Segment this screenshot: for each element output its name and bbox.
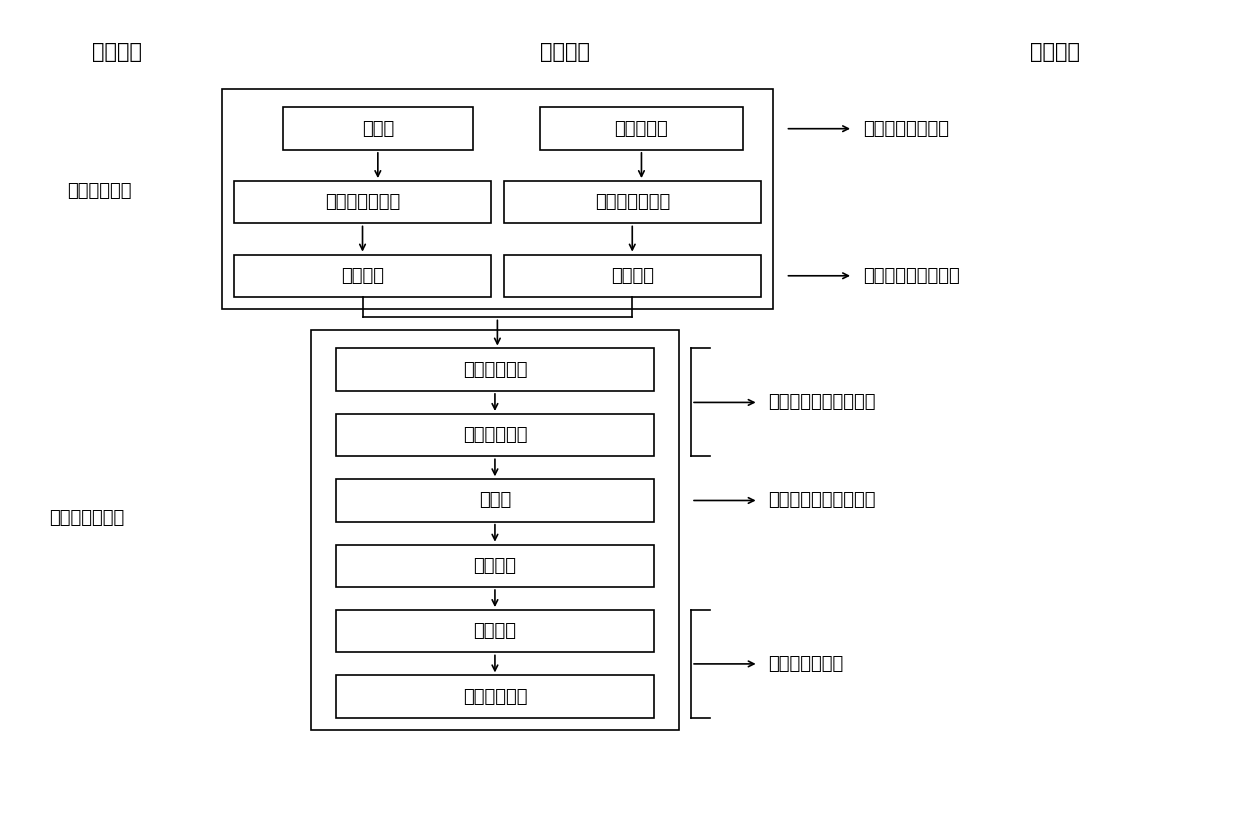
- Bar: [503, 181, 761, 224]
- Bar: [311, 330, 678, 730]
- Bar: [283, 107, 472, 150]
- Text: 发射台上及内部: 发射台上及内部: [50, 509, 124, 527]
- Text: 在尾段大梁绑扎固定: 在尾段大梁绑扎固定: [863, 267, 960, 285]
- Text: 固定在发射台支撑柱上: 固定在发射台支撑柱上: [769, 393, 875, 411]
- Text: 电缆网: 电缆网: [479, 491, 511, 509]
- Text: 三芯电缆: 三芯电缆: [341, 267, 384, 285]
- Text: 六芯防水插座: 六芯防水插座: [463, 426, 527, 444]
- Text: 三芯电缆: 三芯电缆: [611, 267, 653, 285]
- Text: 四芯插座: 四芯插座: [474, 622, 516, 640]
- Bar: [234, 181, 491, 224]
- Text: 在发射台下铺设及固定: 在发射台下铺设及固定: [769, 491, 875, 509]
- Text: 连接关系: 连接关系: [539, 42, 590, 61]
- Text: 防护措施: 防护措施: [1030, 42, 1080, 61]
- Bar: [222, 89, 774, 309]
- Bar: [336, 676, 655, 718]
- Text: 安装应变片保护盖: 安装应变片保护盖: [863, 120, 949, 138]
- Text: 箭上（尾段）: 箭上（尾段）: [67, 182, 131, 199]
- Text: 四芯插头: 四芯插头: [474, 557, 516, 575]
- Text: 三接头连接短线: 三接头连接短线: [325, 194, 401, 211]
- Text: 安装在发射台下: 安装在发射台下: [769, 655, 843, 673]
- Bar: [541, 107, 743, 150]
- Bar: [336, 479, 655, 522]
- Bar: [336, 544, 655, 587]
- Bar: [336, 610, 655, 652]
- Bar: [336, 348, 655, 391]
- Bar: [503, 254, 761, 297]
- Bar: [336, 414, 655, 456]
- Text: 布置部位: 布置部位: [92, 42, 143, 61]
- Text: 应变花: 应变花: [362, 120, 394, 138]
- Text: 三接头连接短线: 三接头连接短线: [595, 194, 670, 211]
- Bar: [234, 254, 491, 297]
- Text: 备份应变花: 备份应变花: [615, 120, 668, 138]
- Text: 六芯防水插头: 六芯防水插头: [463, 361, 527, 379]
- Text: 载荷测量仪器: 载荷测量仪器: [463, 687, 527, 706]
